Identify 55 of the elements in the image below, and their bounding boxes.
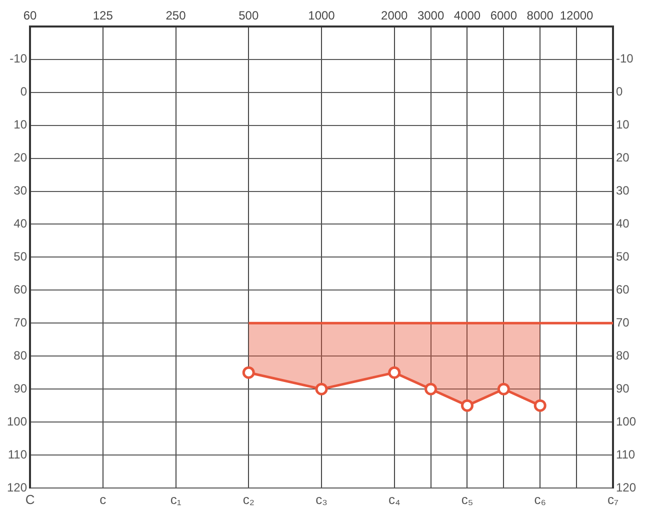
x-tick-label: 2000 bbox=[381, 8, 408, 23]
text: c₄ bbox=[388, 492, 400, 508]
text: c₇ bbox=[607, 492, 619, 508]
y2-tick-label: 10 bbox=[616, 118, 630, 132]
text: c₂ bbox=[242, 492, 254, 508]
y2-tick-label: 90 bbox=[616, 381, 630, 396]
text: c₁ bbox=[170, 492, 182, 508]
text: C bbox=[25, 492, 35, 508]
y2-tick-label: 0 bbox=[616, 84, 623, 99]
y2-tick-label: 70 bbox=[616, 315, 630, 330]
point bbox=[424, 382, 438, 396]
x-tick-label: 4000 bbox=[454, 8, 481, 23]
point bbox=[315, 382, 328, 396]
y2-tick-label: 100 bbox=[616, 414, 636, 428]
y2-tick-label: 40 bbox=[616, 216, 630, 231]
y2-tick-label: 80 bbox=[616, 348, 630, 362]
text: c₃ bbox=[316, 492, 328, 508]
y2-tick-label: -10 bbox=[616, 52, 634, 66]
y2-tick-label: 60 bbox=[616, 282, 630, 296]
y-tick-label: 110 bbox=[8, 447, 28, 462]
x-tick-label: 1000 bbox=[308, 8, 336, 23]
point bbox=[460, 399, 474, 412]
y2-tick-label: 30 bbox=[616, 184, 630, 198]
y2-tick-label: 120 bbox=[616, 480, 636, 494]
y-tick-label: 80 bbox=[14, 348, 28, 362]
y2-tick-label: 50 bbox=[616, 250, 630, 264]
point bbox=[497, 382, 510, 396]
text: c₆ bbox=[534, 492, 546, 508]
x-tick-label: 3000 bbox=[417, 8, 444, 23]
x-tick-label: 8000 bbox=[526, 8, 554, 23]
x-tick-label: 500 bbox=[238, 8, 259, 23]
text: c₅ bbox=[461, 492, 474, 508]
point bbox=[242, 366, 255, 379]
y-tick-label: 0 bbox=[20, 84, 28, 99]
point bbox=[534, 399, 546, 412]
y-tick-label: 60 bbox=[14, 282, 28, 296]
y2-tick-label: 20 bbox=[616, 150, 630, 165]
y-tick-label: 40 bbox=[14, 216, 28, 231]
text: c bbox=[100, 492, 107, 508]
y-tick-label: 30 bbox=[14, 184, 28, 198]
y-tick-label: 100 bbox=[6, 414, 28, 428]
y-tick-label: 90 bbox=[14, 381, 28, 396]
y-tick-label: 70 bbox=[14, 315, 28, 330]
y2-tick-label: 110 bbox=[616, 447, 636, 462]
x-tick-label: 6000 bbox=[490, 8, 518, 23]
x-tick-label: 250 bbox=[166, 8, 186, 23]
y-tick-label: 120 bbox=[6, 480, 28, 494]
y-tick-label: 10 bbox=[14, 118, 28, 132]
y-tick-label: -10 bbox=[10, 52, 28, 66]
point bbox=[388, 366, 401, 379]
y-tick-label: 50 bbox=[14, 250, 28, 264]
x-tick-label: 12000 bbox=[560, 8, 594, 23]
x-tick-label: 60 bbox=[23, 8, 38, 23]
y-tick-label: 20 bbox=[14, 150, 28, 165]
x-tick-label: 125 bbox=[92, 8, 114, 23]
